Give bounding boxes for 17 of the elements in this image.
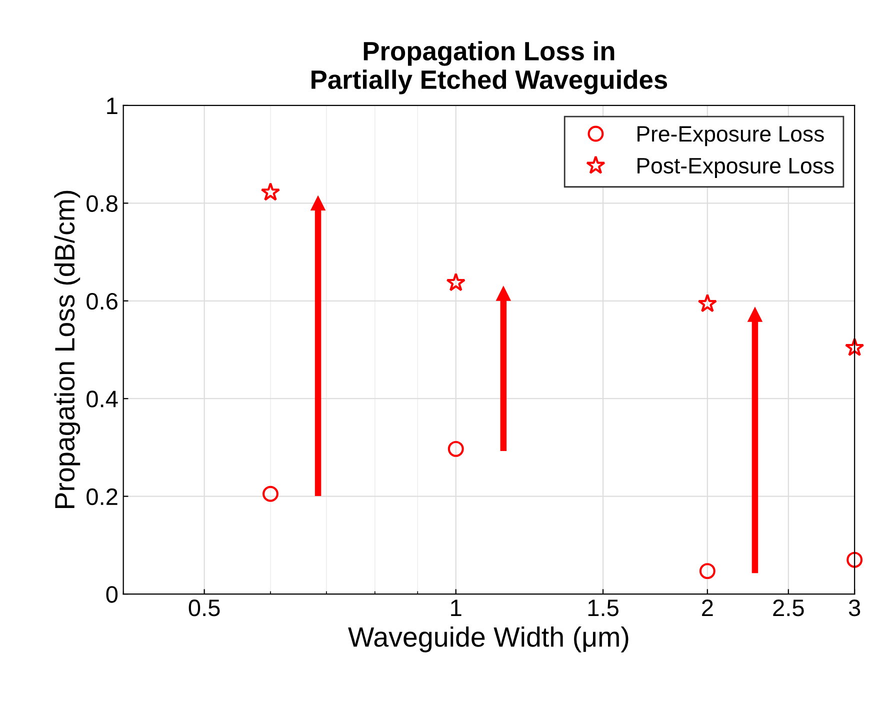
x-tick-label: 3: [848, 600, 860, 616]
x-tick-label: 2: [702, 600, 713, 616]
x-tick-label: 1: [451, 600, 462, 616]
y-tick-label: 0.8: [86, 195, 118, 212]
y-tick-label: 0.4: [86, 390, 118, 408]
y-tick-label: 0.6: [86, 292, 118, 310]
y-tick-label: 1: [107, 98, 118, 114]
x-axis-title: Waveguide Width (μm): [348, 626, 628, 652]
y-tick-label: 0.2: [86, 488, 118, 506]
x-tick-label: 2.5: [773, 600, 804, 616]
legend-label: Post-Exposure Loss: [638, 158, 834, 178]
y-tick-label: 0: [106, 586, 118, 603]
x-tick-label: 0.5: [188, 600, 220, 616]
chart-title: Propagation Loss in Partially Etched Waveguides: [312, 41, 668, 94]
y-axis-title: Propagation Loss (dB/cm): [54, 190, 80, 508]
legend-label: Pre-Exposure Loss: [638, 126, 824, 146]
x-tick-label: 1.5: [588, 600, 618, 616]
